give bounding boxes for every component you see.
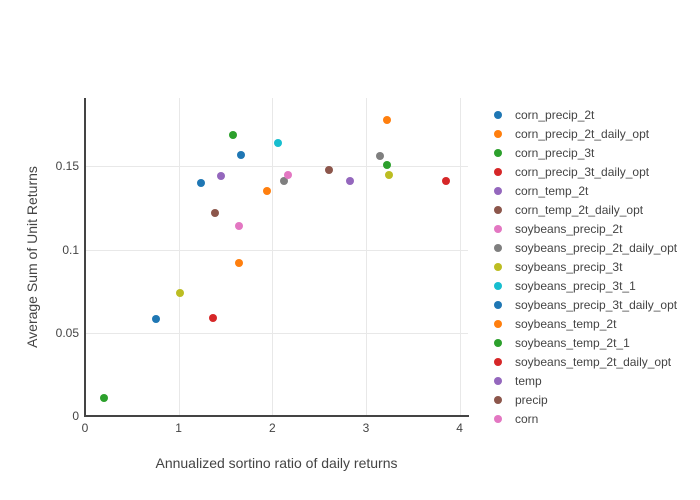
legend-item-corn_temp_2t[interactable]: corn_temp_2t [489,181,695,200]
scatter-point[interactable] [383,115,392,124]
legend-item-label: soybeans_temp_2t [515,316,617,331]
scatter-point[interactable] [234,258,243,267]
scatter-point[interactable] [99,393,108,402]
legend-marker-icon [494,338,502,347]
h-gridline [85,166,468,168]
scatter-point[interactable] [382,160,391,169]
scatter-point[interactable] [209,313,218,322]
y-axis-title: Average Sum of Unit Returns [24,166,40,348]
legend-marker-icon [494,224,502,233]
scatter-point[interactable] [228,130,237,139]
legend-marker-icon [494,205,502,214]
scatter-point[interactable] [385,170,394,179]
legend-marker-icon [494,319,502,328]
scatter-point[interactable] [211,208,220,217]
legend-marker-icon [494,148,502,157]
legend-item-soybeans_temp_2t[interactable]: soybeans_temp_2t [489,314,695,333]
legend-item-label: corn_temp_2t [515,183,589,198]
plot-area [84,98,469,417]
scatter-point[interactable] [197,178,206,187]
v-gridline [365,98,367,416]
legend-marker-icon [494,243,502,252]
legend-item-label: precip [515,392,548,407]
scatter-point[interactable] [441,177,450,186]
legend-item-label: corn_precip_2t [515,107,595,122]
legend-marker-icon [494,300,502,309]
h-gridline [85,249,468,251]
legend-marker-icon [494,357,502,366]
x-tick-label: 0 [81,421,89,435]
v-gridline [178,98,180,416]
legend-marker-icon [494,186,502,195]
legend-marker-icon [494,167,502,176]
scatter-point[interactable] [279,177,288,186]
legend-item-label: corn_precip_3t_daily_opt [515,164,650,179]
x-tick-label: 2 [268,421,276,435]
scatter-point[interactable] [234,222,243,231]
x-axis-title: Annualized sortino ratio of daily return… [155,455,398,471]
x-tick-label: 4 [456,421,463,435]
legend-item-corn_precip_2t_daily_opt[interactable]: corn_precip_2t_daily_opt [489,124,695,143]
legend-item-label: soybeans_precip_2t_daily_opt [515,240,678,255]
y-tick-label: 0 [72,409,79,423]
legend-item-label: temp [515,373,542,388]
legend-item-corn_precip_3t_daily_opt[interactable]: corn_precip_3t_daily_opt [489,162,695,181]
legend-marker-icon [494,110,502,119]
legend-item-soybeans_precip_3t[interactable]: soybeans_precip_3t [489,257,695,276]
legend-item-precip[interactable]: precip [489,390,695,409]
legend-item-label: soybeans_precip_2t [515,221,623,236]
legend-item-corn[interactable]: corn [489,409,695,424]
legend-item-label: soybeans_precip_3t [515,259,623,274]
scatter-point[interactable] [284,170,293,179]
legend-item-label: soybeans_precip_3t_1 [515,278,636,293]
legend-item-corn_precip_2t[interactable]: corn_precip_2t [489,105,695,124]
x-tick-label: 3 [362,421,370,435]
legend-marker-icon [494,281,502,290]
y-tick-label: 0.05 [55,325,79,340]
legend-marker-icon [494,262,502,271]
legend-item-label: corn_precip_2t_daily_opt [515,126,650,141]
legend-item-soybeans_temp_2t_daily_opt[interactable]: soybeans_temp_2t_daily_opt [489,352,695,371]
scatter-point[interactable] [346,177,354,186]
legend-item-label: soybeans_temp_2t_1 [515,335,630,350]
scatter-point[interactable] [152,315,161,324]
legend-marker-icon [494,414,502,423]
legend-marker-icon [494,395,502,404]
y-tick-label: 0.15 [55,159,79,174]
legend-item-label: soybeans_temp_2t_daily_opt [515,354,672,369]
legend-marker-icon [494,376,502,385]
legend-item-corn_precip_3t[interactable]: corn_precip_3t [489,143,695,162]
y-tick-label: 0.1 [62,242,79,257]
scatter-point[interactable] [237,150,246,159]
v-gridline [459,98,461,416]
legend-item-soybeans_temp_2t_1[interactable]: soybeans_temp_2t_1 [489,333,695,352]
legend-item-soybeans_precip_3t_daily_opt[interactable]: soybeans_precip_3t_daily_opt [489,295,695,314]
legend-item-temp[interactable]: temp [489,371,695,390]
scatter-point[interactable] [325,165,334,174]
legend-marker-icon [494,129,502,138]
legend-item-label: soybeans_precip_3t_daily_opt [515,297,678,312]
scatter-point[interactable] [175,288,184,297]
v-gridline [272,98,274,416]
legend-item-label: corn_precip_3t [515,145,595,160]
legend-item-label: corn [515,411,539,425]
legend-item-soybeans_precip_2t[interactable]: soybeans_precip_2t [489,219,695,238]
x-axis-line [84,415,469,417]
legend-item-corn_temp_2t_daily_opt[interactable]: corn_temp_2t_daily_opt [489,200,695,219]
x-tick-label: 1 [175,421,182,435]
h-gridline [85,332,468,334]
scatter-point[interactable] [273,138,282,147]
legend-item-soybeans_precip_3t_1[interactable]: soybeans_precip_3t_1 [489,276,695,295]
scatter-point[interactable] [375,152,384,161]
scatter-point[interactable] [262,187,271,196]
legend-item-label: corn_temp_2t_daily_opt [515,202,644,217]
legend-item-soybeans_precip_2t_daily_opt[interactable]: soybeans_precip_2t_daily_opt [489,238,695,257]
scatter-point[interactable] [216,172,225,181]
y-axis-line [84,98,86,416]
